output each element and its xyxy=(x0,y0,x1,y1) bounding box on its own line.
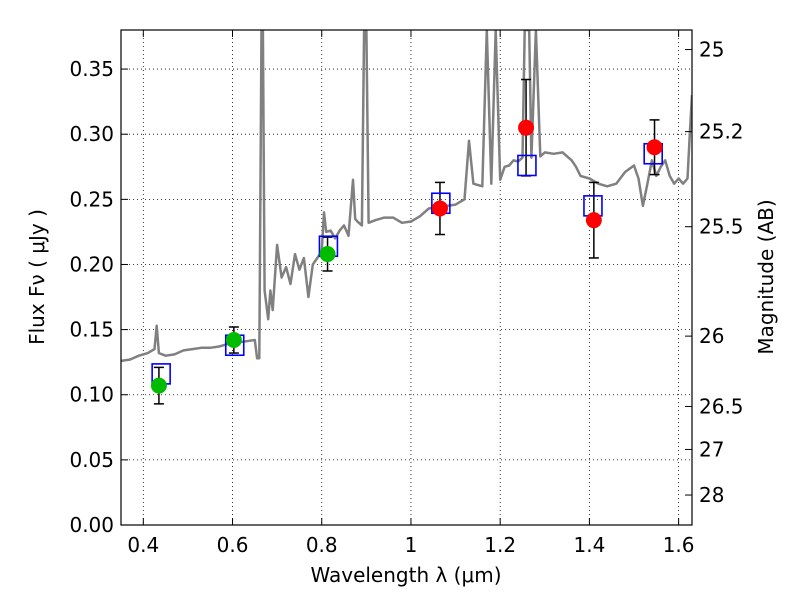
x-tick-label: 0.8 xyxy=(306,533,338,557)
y-tick-label: 0.15 xyxy=(69,318,114,342)
red-data-point xyxy=(431,200,448,217)
x-tick-label: 1.2 xyxy=(484,533,516,557)
y-tick-label: 0.20 xyxy=(69,252,114,276)
y-axis-title: Flux Fν ( μJy ) xyxy=(25,209,49,345)
spectrum-layer xyxy=(121,30,692,363)
x-tick-label: 1.6 xyxy=(663,533,695,557)
x-tick-label: 1.4 xyxy=(573,533,605,557)
right-magnitude-tick-labels: 25 25.2 25.5 26 26.5 27 28 xyxy=(699,38,744,507)
right-tick-label: 25.5 xyxy=(699,215,744,239)
model-square-marker xyxy=(517,154,537,177)
y-tick-label: 0.30 xyxy=(69,122,114,146)
y-tick-label: 0.05 xyxy=(69,448,114,472)
red-data-point xyxy=(646,139,663,156)
red-data-point xyxy=(585,212,602,229)
right-axis-title: Magnitude (AB) xyxy=(754,199,778,354)
right-tick-label: 25.2 xyxy=(699,120,744,144)
grid-lines xyxy=(121,30,692,526)
y-tick-label: 0.25 xyxy=(69,187,114,211)
observed-points-layer xyxy=(150,119,663,394)
green-data-point xyxy=(150,377,167,394)
right-tick-label: 26 xyxy=(699,324,724,348)
x-tick-label: 1 xyxy=(405,533,418,557)
model-points-layer xyxy=(151,142,663,385)
tick-marks xyxy=(121,30,692,526)
right-tick-label: 28 xyxy=(699,483,724,507)
y-tick-labels: 0.00 0.05 0.10 0.15 0.20 0.25 0.30 0.35 xyxy=(69,57,114,537)
x-tick-label: 0.4 xyxy=(127,533,159,557)
spectrum-line xyxy=(121,30,692,363)
x-tick-label: 0.6 xyxy=(217,533,249,557)
right-tick-label: 25 xyxy=(699,38,724,62)
y-tick-label: 0.35 xyxy=(69,57,114,81)
right-tick-label: 27 xyxy=(699,437,724,461)
x-axis-title: Wavelength λ (μm) xyxy=(310,563,501,587)
green-data-point xyxy=(319,246,336,263)
right-tick-label: 26.5 xyxy=(699,394,744,418)
y-tick-label: 0.00 xyxy=(69,513,114,537)
green-data-point xyxy=(225,332,242,349)
red-data-point xyxy=(518,119,535,136)
y-tick-label: 0.10 xyxy=(69,383,114,407)
x-tick-labels: 0.4 0.6 0.8 1 1.2 1.4 1.6 xyxy=(127,533,694,557)
plot-frame xyxy=(120,29,693,526)
